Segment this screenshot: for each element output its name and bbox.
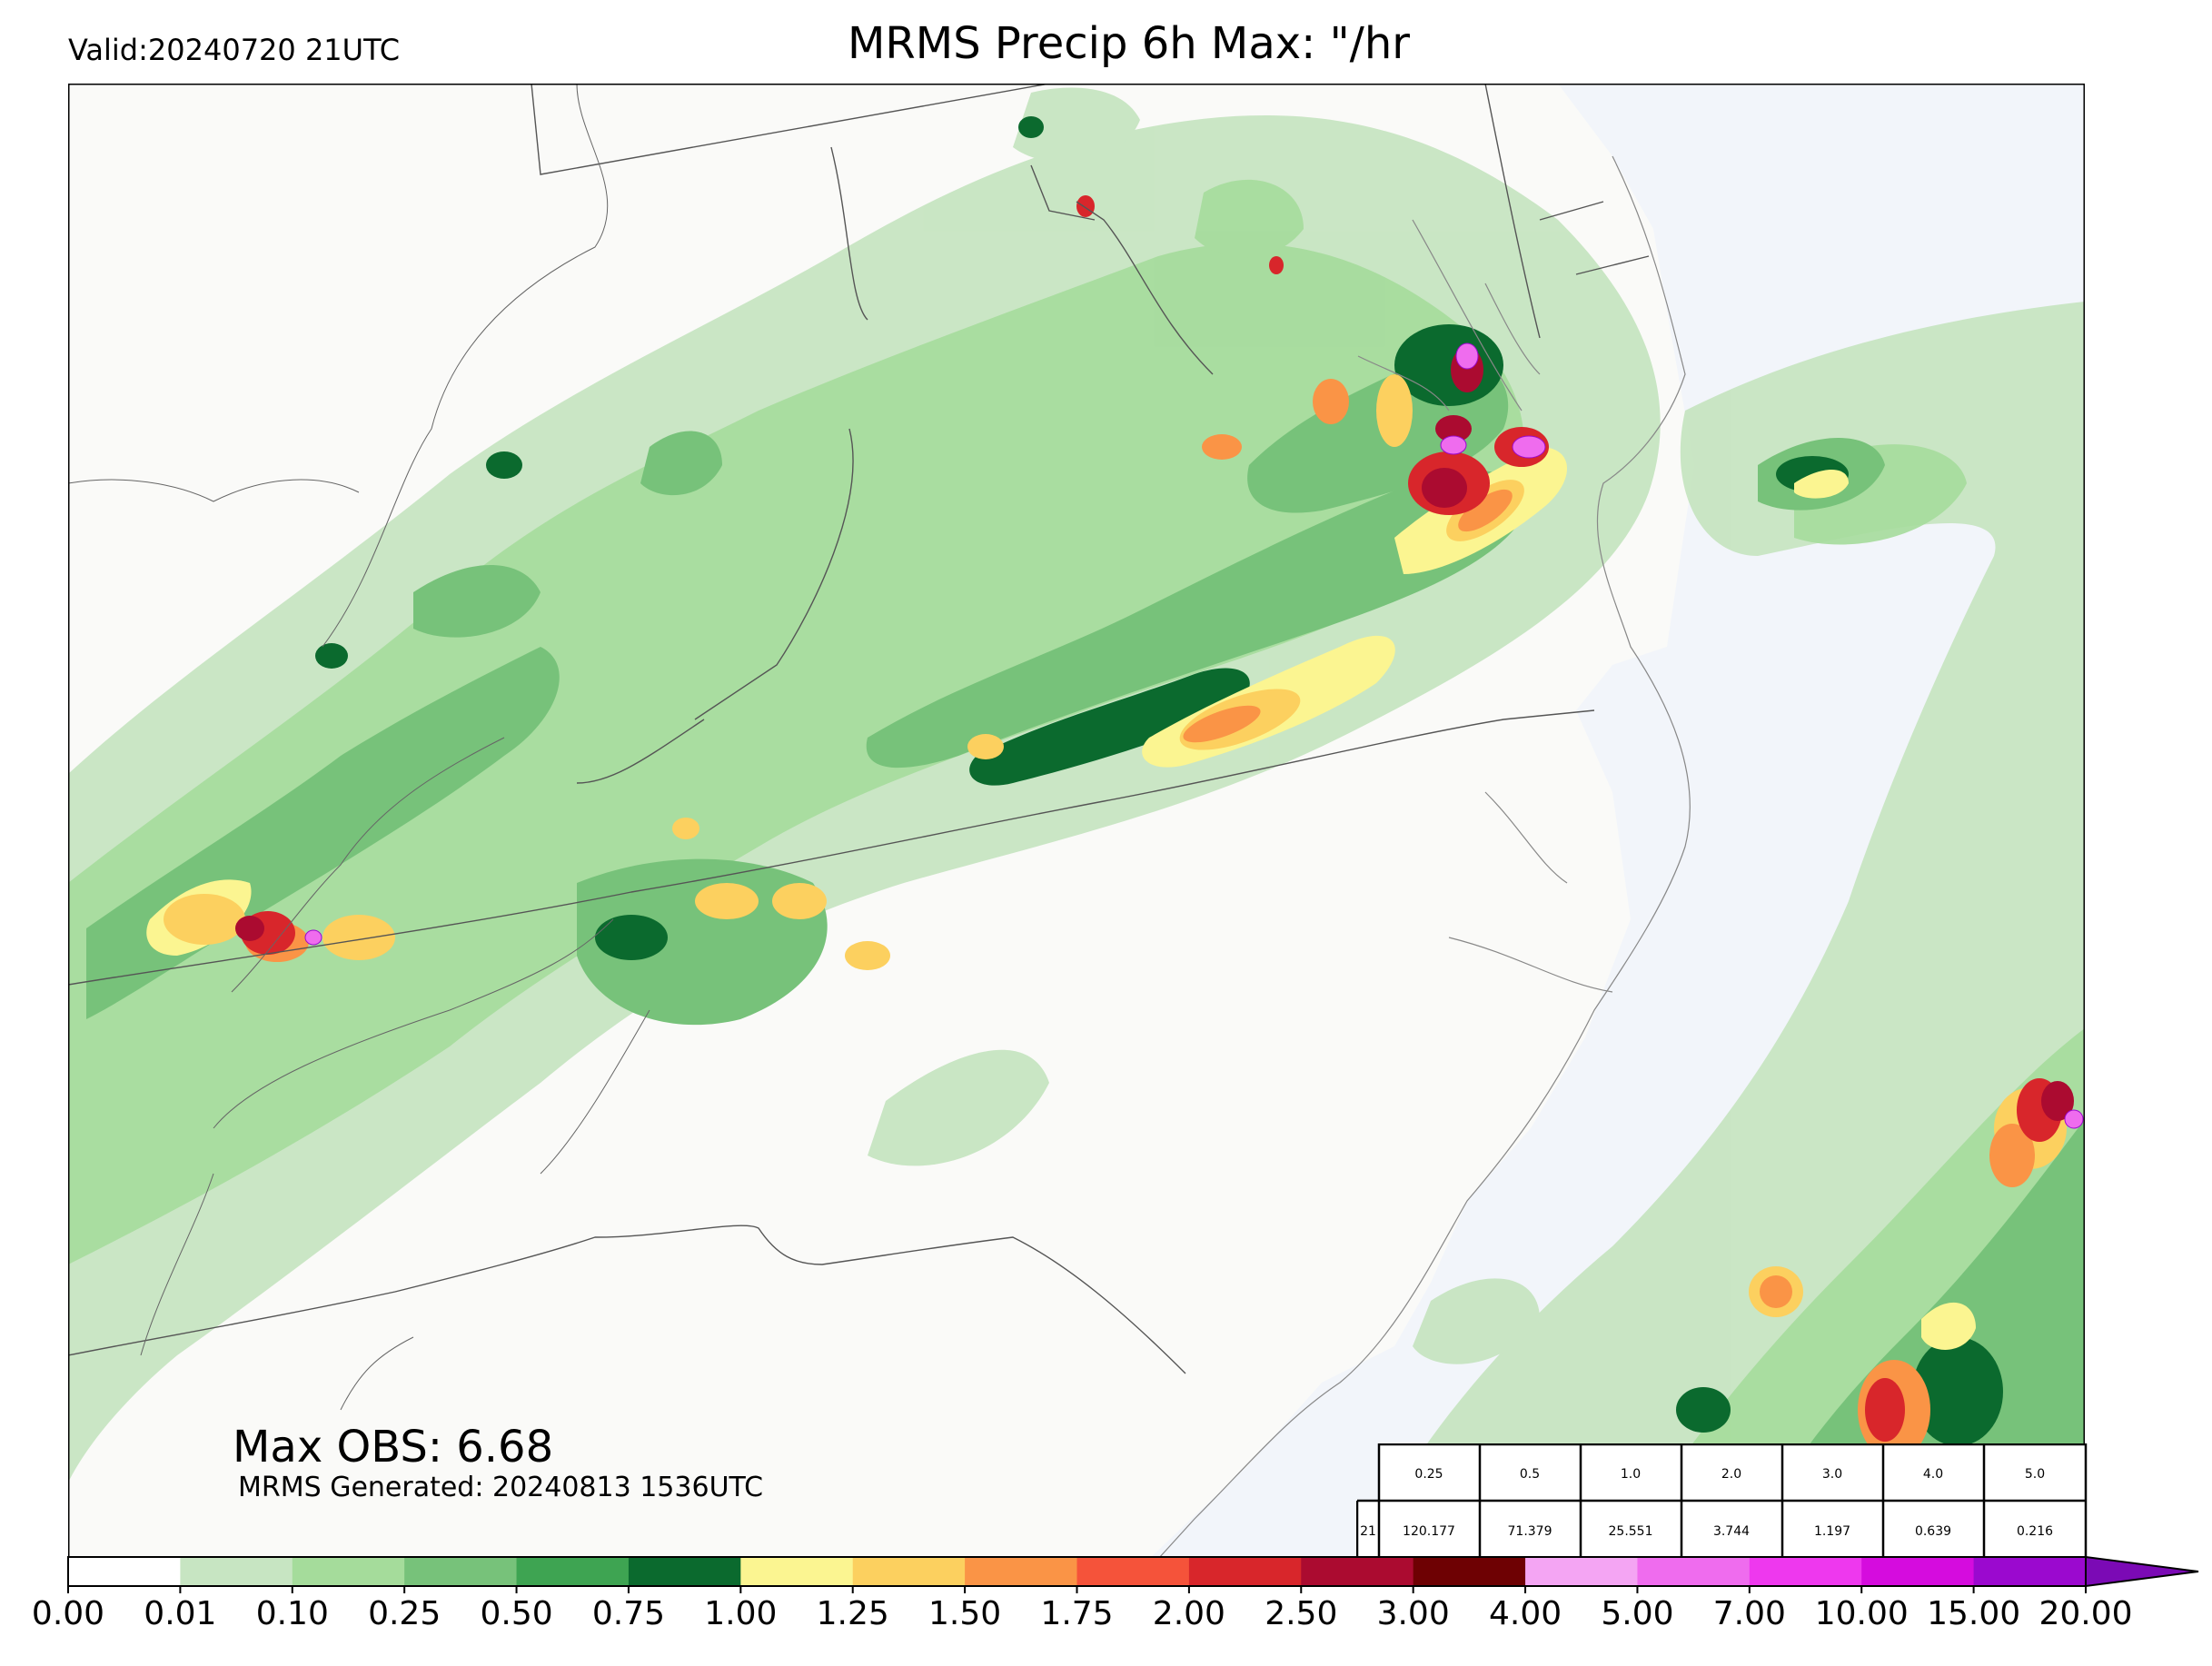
- colorbar-swatches: [68, 1557, 2087, 1586]
- county-lines: [68, 84, 650, 1411]
- state-borders: [68, 84, 1650, 1374]
- colorbar-tick-label: 4.00: [1488, 1595, 1562, 1632]
- colorbar-tick-label: 20.00: [2038, 1595, 2133, 1632]
- threshold-value: 1.197: [1814, 1524, 1850, 1539]
- colorbar-swatch: [852, 1557, 966, 1586]
- colorbar-swatch: [404, 1557, 518, 1586]
- colorbar-swatch: [965, 1557, 1077, 1586]
- threshold-header: 5.0: [2025, 1467, 2045, 1482]
- threshold-value: 0.639: [1915, 1524, 1951, 1539]
- colorbar-tick-label: 1.50: [928, 1595, 1002, 1632]
- colorbar-tick-label: 0.50: [480, 1595, 553, 1632]
- threshold-header: 3.0: [1822, 1467, 1842, 1482]
- colorbar: [67, 1555, 2199, 1593]
- colorbar-tick-label: 0.75: [591, 1595, 666, 1632]
- colorbar-swatch: [1525, 1557, 1638, 1586]
- map-title: MRMS Precip 6h Max: "/hr: [848, 18, 1410, 69]
- colorbar-swatch: [1188, 1557, 1302, 1586]
- colorbar-swatch: [1301, 1557, 1414, 1586]
- precip-pink: [304, 342, 2084, 1129]
- colorbar-tick-label: 7.00: [1712, 1595, 1786, 1632]
- colorbar-tick-label: 5.00: [1601, 1595, 1674, 1632]
- row-label: 21: [1360, 1524, 1376, 1539]
- precip-map: [68, 84, 2085, 1559]
- colorbar-tick-marks: [67, 1586, 2087, 1593]
- colorbar-swatch: [1749, 1557, 1862, 1586]
- threshold-header: 0.5: [1520, 1467, 1540, 1482]
- threshold-header: 1.0: [1621, 1467, 1641, 1482]
- colorbar-tick-label: 10.00: [1814, 1595, 1909, 1632]
- colorbar-swatch: [628, 1557, 741, 1586]
- colorbar-swatch: [180, 1557, 293, 1586]
- colorbar-tick-label: 2.00: [1152, 1595, 1225, 1632]
- valid-time-label: Valid:20240720 21UTC: [68, 33, 401, 67]
- threshold-header: 4.0: [1923, 1467, 1943, 1482]
- generated-label: MRMS Generated: 20240813 1536UTC: [238, 1472, 764, 1503]
- colorbar-tick-label: 1.75: [1040, 1595, 1114, 1632]
- colorbar-swatch: [740, 1557, 854, 1586]
- threshold-value: 0.216: [2017, 1524, 2053, 1539]
- precip-dark: [315, 116, 2003, 1446]
- colorbar-tick-label: 3.00: [1376, 1595, 1450, 1632]
- threshold-stats-table: 0.25 0.5 1.0 2.0 3.0 4.0 5.0 21 120.177 …: [1356, 1443, 2088, 1560]
- coastline: [1157, 155, 1691, 1559]
- colorbar-tick-label: 15.00: [1927, 1595, 2021, 1632]
- colorbar-swatch: [1861, 1557, 1975, 1586]
- threshold-value: 3.744: [1713, 1524, 1750, 1539]
- colorbar-swatch: [516, 1557, 630, 1586]
- max-obs-label: Max OBS: 6.68: [233, 1422, 554, 1473]
- threshold-value: 120.177: [1403, 1524, 1455, 1539]
- threshold-header: 2.0: [1721, 1467, 1741, 1482]
- threshold-value: 71.379: [1508, 1524, 1552, 1539]
- colorbar-swatch: [1973, 1557, 2087, 1586]
- colorbar-tick-label: 0.00: [31, 1595, 105, 1632]
- threshold-value: 25.551: [1609, 1524, 1653, 1539]
- colorbar-tick-label: 1.00: [704, 1595, 778, 1632]
- colorbar-tick-label: 0.01: [144, 1595, 217, 1632]
- colorbar-tick-label: 0.10: [255, 1595, 329, 1632]
- colorbar-swatch: [292, 1557, 405, 1586]
- colorbar-extend-arrow: [2085, 1555, 2199, 1588]
- colorbar-swatch: [1076, 1557, 1190, 1586]
- colorbar-tick-label: 2.50: [1265, 1595, 1338, 1632]
- colorbar-swatch: [1637, 1557, 1751, 1586]
- threshold-header: 0.25: [1414, 1467, 1443, 1482]
- colorbar-tick-label: 1.25: [816, 1595, 889, 1632]
- colorbar-swatch: [1413, 1557, 1526, 1586]
- colorbar-swatch: [68, 1557, 181, 1586]
- colorbar-tick-label: 0.25: [368, 1595, 441, 1632]
